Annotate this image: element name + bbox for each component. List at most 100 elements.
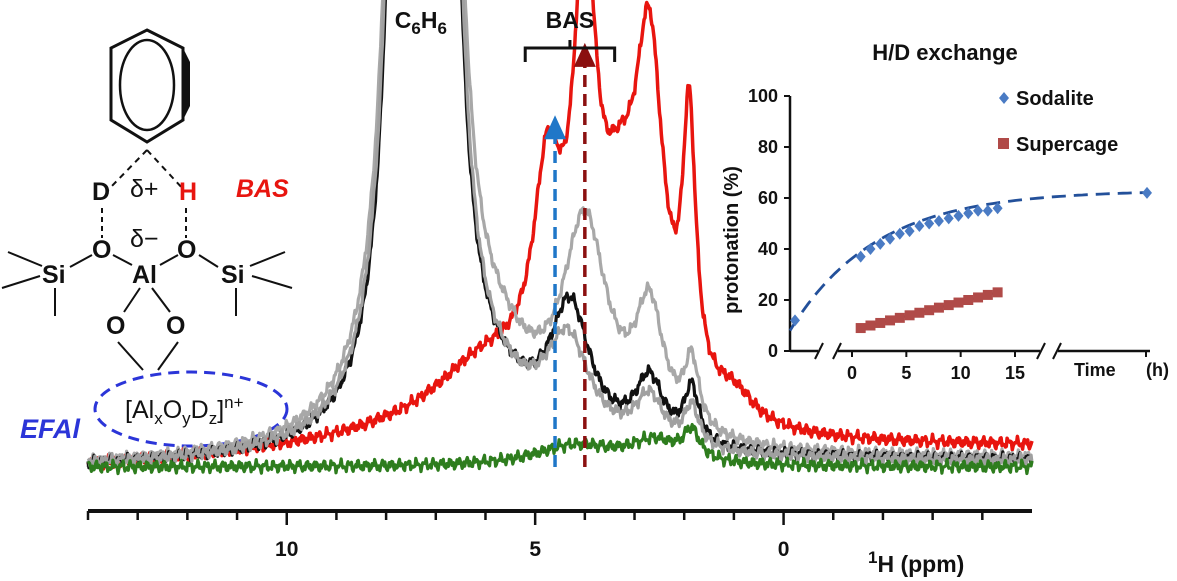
benzene-peak-label: C6H6 [395, 7, 447, 38]
legend-supercage-label: Supercage [1016, 134, 1118, 156]
supercage-point [973, 292, 984, 303]
si-right-bond-up [249, 251, 286, 267]
supercage-point [855, 323, 866, 334]
supercage-point [992, 287, 1003, 298]
inset-x-ticks: 0 5 10 15 [847, 351, 1147, 383]
supercage-point [885, 315, 896, 326]
nmr-arrow-head-1 [573, 42, 596, 67]
zeolite-structure: D δ+ H BAS O δ− O Si Al Si O O EF [1, 28, 293, 448]
sodalite-point [1142, 186, 1152, 199]
supercage-point [933, 302, 944, 313]
bond-o-cluster-right [157, 341, 179, 371]
si-left-bond-up [7, 251, 43, 267]
sodalite-point [790, 314, 800, 327]
nmr-arrows [544, 42, 596, 467]
inset-x-tick-label: 15 [1005, 363, 1025, 383]
bond-o-al-left [112, 254, 133, 266]
sodalite-point [933, 214, 944, 227]
inset-y-tick-label: 60 [758, 188, 778, 208]
atom-h: H [179, 178, 197, 206]
inset-x-tick-label: 5 [901, 363, 911, 383]
sodalite-point [885, 232, 896, 245]
atom-o-bottom-right: O [166, 312, 185, 340]
sodalite-point [943, 212, 954, 225]
nmr-tick-label: 5 [529, 538, 541, 561]
sodalite-point [963, 207, 974, 220]
si-right-bond-right [251, 275, 293, 289]
inset-points [790, 186, 1152, 334]
bond-o-al-right [159, 254, 179, 266]
sodalite-point [875, 237, 886, 250]
benzene-inner-circle [118, 38, 176, 132]
legend-sodalite-label: Sodalite [1016, 88, 1094, 110]
sodalite-point [924, 217, 935, 230]
inset-axis-break-1 [1052, 342, 1062, 360]
atom-o-bottom-left: O [106, 312, 125, 340]
inset-y-ticks: 0 20 40 60 80 100 [748, 86, 790, 361]
inset-title: H/D exchange [872, 40, 1018, 65]
supercage-point [943, 300, 954, 311]
efal-label: EFAl [20, 414, 81, 444]
bas-structure-label: BAS [236, 175, 289, 203]
sodalite-point [982, 204, 993, 217]
nmr-traces [86, 0, 1034, 476]
bond-al-o-br [151, 287, 171, 313]
legend-sodalite-marker [999, 92, 1009, 104]
supercage-point [894, 312, 905, 323]
sodalite-point [904, 225, 915, 238]
atom-si-left: Si [42, 261, 66, 289]
efal-cluster-formula: [AlxOyDz]n+ [125, 393, 244, 428]
nmr-arrow-head-0 [544, 115, 567, 140]
nmr-trace-1 [86, 0, 1034, 468]
inset-x-tick-label: 0 [847, 363, 857, 383]
inset-y-tick-label: 80 [758, 137, 778, 157]
inset-axis-break-0 [832, 342, 842, 360]
bond-o-cluster-left [117, 341, 144, 371]
nmr-tick-label: 0 [778, 538, 790, 561]
supercage-point [924, 305, 935, 316]
inset-y-tick-label: 20 [758, 290, 778, 310]
delta-plus-label: δ+ [130, 175, 159, 203]
inset-y-axis-label: protonation (%) [721, 166, 743, 314]
nmr-x-axis-label: 1H (ppm) [868, 548, 964, 577]
benzene-wedge [183, 48, 190, 120]
sodalite-point [973, 204, 984, 217]
inset-axis-break-1 [1036, 342, 1046, 360]
sodalite-point [855, 250, 866, 263]
nmr-tick-label: 10 [275, 538, 298, 561]
supercage-point [904, 310, 915, 321]
atom-d: D [92, 178, 110, 206]
supercage-point [963, 295, 974, 305]
legend-supercage-marker [998, 138, 1009, 149]
inset-axis-break-0 [814, 342, 824, 360]
bond-o-si-left [69, 254, 93, 268]
supercage-point [982, 289, 993, 300]
bond-ring-h [146, 149, 185, 191]
bas-bracket [523, 40, 617, 62]
supercage-point [875, 317, 886, 328]
bas-peak-label: BAS [546, 7, 595, 33]
nmr-trace-4 [86, 422, 1034, 476]
sodalite-point [865, 243, 876, 255]
inset-y-tick-label: 40 [758, 239, 778, 259]
nmr-trace-3 [86, 0, 1034, 469]
inset-y-tick-label: 100 [748, 86, 778, 106]
atom-o-left: O [92, 236, 111, 264]
nmr-x-ticks: 10 5 0 [86, 511, 984, 561]
inset-legend: Sodalite Supercage [998, 88, 1118, 156]
inset-x-axis [790, 342, 1150, 360]
inset-y-tick-label: 0 [768, 341, 778, 361]
inset-x-axis-label: Time [1074, 360, 1116, 380]
bond-al-o-bl [123, 287, 141, 313]
bond-ring-d [107, 149, 148, 191]
sodalite-point [914, 220, 925, 233]
inset-x-axis-unit: (h) [1146, 360, 1169, 380]
supercage-point [914, 307, 925, 318]
efal-ellipse [93, 370, 289, 448]
atom-al: Al [132, 261, 157, 289]
sodalite-fit-line [788, 191, 1151, 332]
inset-x-tick-label: 10 [951, 363, 971, 383]
si-left-bond-left [1, 275, 41, 289]
supercage-point [953, 297, 964, 308]
